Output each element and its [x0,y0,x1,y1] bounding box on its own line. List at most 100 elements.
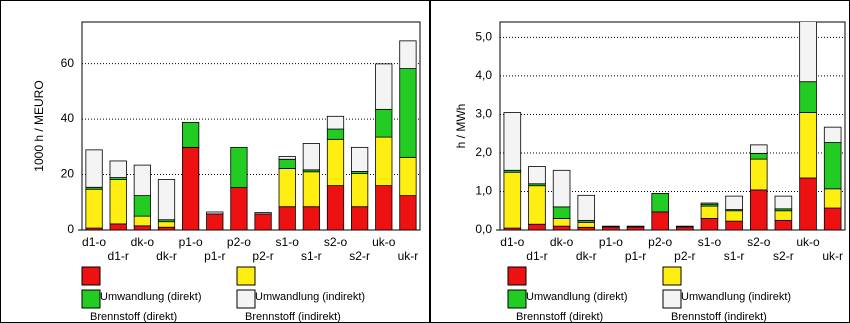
legend-label: Brennstoff (indirekt) [245,311,341,323]
bar-segment [725,210,743,222]
x-tick-label: s1-o [698,235,722,249]
bar-segment [823,126,842,143]
x-tick-label: dk-r [576,249,597,263]
bar-segment [651,211,669,230]
bar-segment [552,206,571,219]
x-tick-label: p1-r [204,249,225,263]
bar-segment [528,185,546,225]
bar-segment [375,108,393,138]
bar-segment [749,158,768,191]
x-tick-label: d1-r [108,249,129,263]
bar-segment [375,136,393,187]
bar-segment [399,195,417,230]
bar-segment [85,188,103,229]
bar-segment [157,226,176,230]
bar-segment [774,195,793,210]
bar-segment [157,221,176,228]
bar-segment [230,187,248,230]
x-tick-label: dk-o [131,235,155,249]
y-axis-label: h / MWh [454,104,468,149]
bar-segment [109,223,127,230]
x-tick-label: d1-o [500,235,524,249]
bar-segment [182,146,200,230]
legend-swatch [81,289,101,309]
plot-area [499,21,846,231]
y-tick-label: 5,0 [475,30,492,44]
bar-segment [602,226,620,230]
x-tick-label: p1-r [625,249,646,263]
bar-segment [676,226,694,230]
bar-segment [326,115,345,130]
bar-segment [749,152,768,160]
legend-label: Brennstoff (direkt) [90,311,177,323]
x-tick-label: s2-o [747,235,771,249]
legend-label: Brennstoff (direkt) [516,311,603,323]
legend-swatch [507,289,527,309]
bar-segment [302,206,320,230]
bar-segment [823,188,842,209]
y-tick-label: 3,0 [475,107,492,121]
bars [85,40,417,230]
bar-segment [157,179,176,221]
bar-segment [182,121,200,148]
y-tick-label: 1,0 [475,184,492,198]
bar-segment [133,195,151,217]
bar-segment [749,189,768,230]
legend-swatch [81,266,101,286]
bar-segment [109,179,127,225]
y-axis-label: 1000 h / MEURO [32,80,46,171]
bar-segment [351,146,369,172]
x-tick-label: d1-r [526,249,547,263]
bar-segment [326,138,345,187]
legend-swatch [662,289,682,309]
legend-swatch [236,289,256,309]
bar-segment [399,156,417,197]
bar-segment [133,225,151,230]
y-tick-label: 20 [61,167,75,181]
bar-segment [399,40,417,69]
bar-segment [109,160,127,178]
bar-segment [823,207,842,230]
bar-segment [278,206,296,230]
bar-segment [375,185,393,230]
bar-segment [602,225,620,228]
x-tick-label: uk-r [822,249,843,263]
legend-label: Umwandlung (direkt) [526,291,627,303]
bar-segment [725,195,743,210]
bar-segment [85,149,103,188]
bar-segment [799,81,817,113]
bar-segment [528,223,546,230]
x-tick-label: s2-r [773,249,794,263]
bar-segment [552,225,571,230]
bar-segment [799,112,817,179]
x-tick-label: uk-o [796,235,820,249]
bar-segment [326,128,345,140]
bar-segment [375,63,393,110]
legend-label: Umwandlung (indirekt) [681,291,791,303]
bar-segment [399,68,417,158]
y-tick-label: 40 [61,111,75,125]
y-tick-label: 60 [61,56,75,70]
bar-segment [326,185,345,230]
bar-segment [552,169,571,208]
bar-segment [725,220,743,230]
x-tick-label: s1-o [276,235,300,249]
legend-label: Umwandlung (indirekt) [255,291,365,303]
x-tick-label: d1-o [82,235,106,249]
bar-segment [133,164,151,197]
y-tick-label: 2,0 [475,145,492,159]
legend-label: Umwandlung (direkt) [100,291,201,303]
bar-segment [552,218,571,227]
bar-segment [700,202,719,205]
x-tick-label: dk-o [550,235,574,249]
bar-segment [774,219,793,230]
bar-segment [749,144,768,154]
x-tick-label: s1-r [301,249,322,263]
x-tick-label: uk-o [372,235,396,249]
bar-segment [133,215,151,227]
legend-label: Brennstoff (indirekt) [671,311,767,323]
bar-segment [503,112,522,171]
bar-segment [230,146,248,188]
x-tick-label: p1-o [599,235,623,249]
bar-segment [302,171,320,208]
